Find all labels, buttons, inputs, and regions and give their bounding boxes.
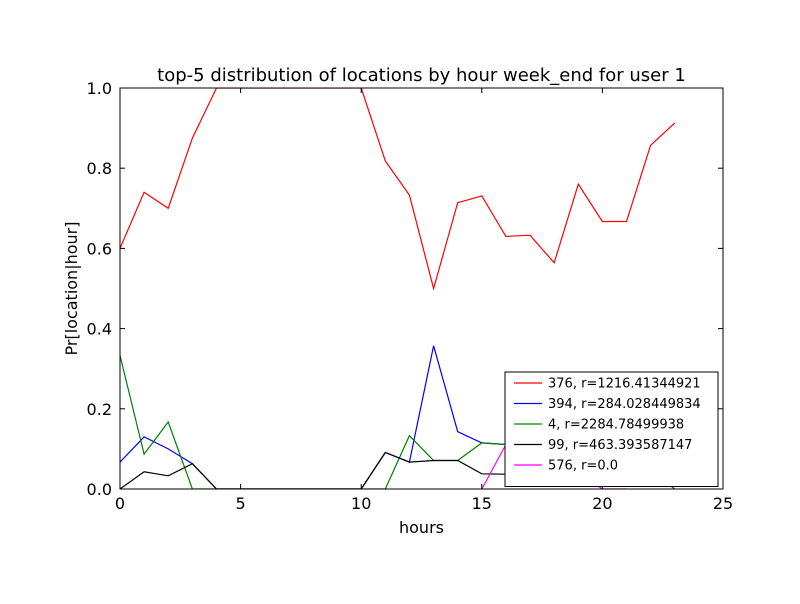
legend-label: 4, r=2284.78499938 [548, 418, 684, 433]
x-tick-label: 0 [115, 494, 125, 513]
y-axis-label: Pr[location|hour] [62, 222, 81, 356]
y-tick-label: 0.0 [87, 480, 112, 499]
legend-label: 576, r=0.0 [548, 459, 618, 474]
y-tick-label: 0.6 [87, 239, 112, 258]
legend-box [504, 371, 719, 487]
x-tick-label: 20 [592, 494, 612, 513]
legend-label: 394, r=284.028449834 [548, 397, 701, 412]
x-axis-label: hours [399, 518, 444, 537]
x-tick-label: 25 [713, 494, 733, 513]
x-tick-label: 15 [472, 494, 492, 513]
series-line-0 [120, 88, 676, 291]
legend: 376, r=1216.41344921 394, r=284.028449834… [504, 371, 719, 487]
chart-title: top-5 distribution of locations by hour … [157, 65, 686, 86]
series-line-3 [120, 451, 506, 489]
legend-label: 99, r=463.393587147 [548, 438, 692, 453]
series-line-1 [120, 345, 506, 489]
y-tick-label: 0.4 [87, 320, 112, 339]
series-line-4 [481, 444, 507, 489]
plot-frame [119, 87, 724, 490]
x-tick-label: 5 [236, 494, 246, 513]
y-tick-label: 1.0 [87, 79, 112, 98]
y-tick-label: 0.2 [87, 400, 112, 419]
y-tick-label: 0.8 [87, 159, 112, 178]
legend-label: 376, r=1216.41344921 [548, 377, 701, 392]
x-tick-label: 10 [351, 494, 371, 513]
